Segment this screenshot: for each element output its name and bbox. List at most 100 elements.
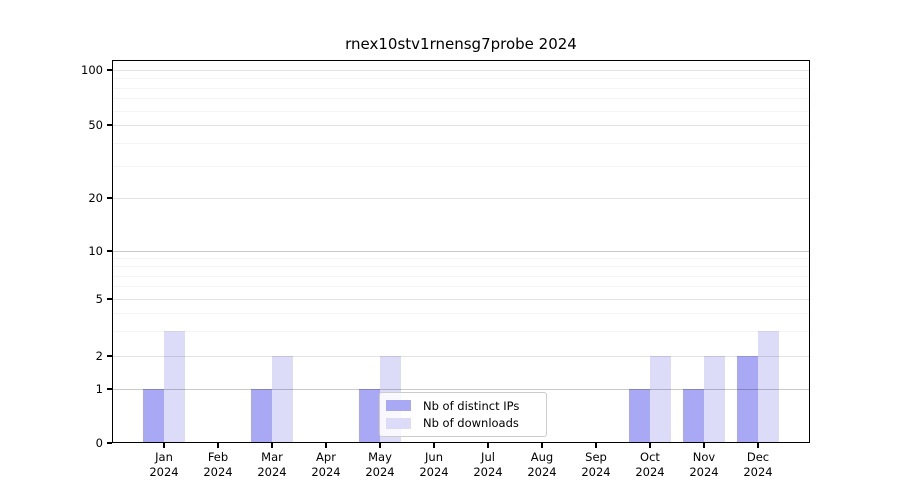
gridline-y-minor-8 [112, 266, 810, 268]
bar-downloads-oct [650, 356, 671, 443]
legend-swatch-distinct-ips [386, 400, 411, 412]
gridline-y-minor-30 [112, 165, 810, 167]
x-tick-year: 2024 [581, 465, 611, 479]
x-tick-month: Mar [261, 450, 283, 464]
gridline-y-minor-80 [112, 87, 810, 89]
x-tick-year: 2024 [743, 465, 773, 479]
gridline-y-minor-60 [112, 110, 810, 112]
x-tick-year: 2024 [311, 465, 341, 479]
x-tick-year: 2024 [149, 465, 179, 479]
y-tick-mark-10 [107, 250, 112, 252]
x-tick-month: Jan [155, 450, 173, 464]
legend-label-downloads: Nb of downloads [423, 416, 519, 431]
gridline-y-minor-7 [112, 275, 810, 277]
x-tick-label-feb: Feb 2024 [183, 450, 253, 480]
y-tick-label-10: 10 [88, 244, 103, 258]
y-tick-mark-5 [107, 298, 112, 300]
y-tick-label-20: 20 [88, 191, 103, 205]
x-tick-label-jun: Jun 2024 [399, 450, 469, 480]
x-tick-month: Apr [316, 450, 336, 464]
x-tick-mark-feb [217, 443, 219, 448]
x-tick-mark-jun [433, 443, 435, 448]
x-tick-year: 2024 [635, 465, 665, 479]
x-tick-year: 2024 [473, 465, 503, 479]
x-tick-mark-nov [703, 443, 705, 448]
bar-downloads-dec [758, 330, 779, 443]
gridline-y-1 [112, 389, 810, 390]
x-tick-mark-apr [325, 443, 327, 448]
x-tick-label-nov: Nov 2024 [669, 450, 739, 480]
bar-downloads-mar [272, 356, 293, 443]
x-tick-label-aug: Aug 2024 [507, 450, 577, 480]
y-tick-mark-50 [107, 124, 112, 126]
x-tick-month: Jun [425, 450, 443, 464]
y-tick-mark-1 [107, 388, 112, 390]
x-tick-month: Nov [692, 450, 716, 464]
x-tick-label-sep: Sep 2024 [561, 450, 631, 480]
gridline-y-minor-3 [112, 330, 810, 332]
gridline-y-100 [112, 70, 810, 71]
gridline-y-20 [112, 198, 810, 199]
x-tick-label-mar: Mar 2024 [237, 450, 307, 480]
gridline-y-minor-40 [112, 142, 810, 144]
x-tick-month: Jul [481, 450, 495, 464]
x-tick-year: 2024 [365, 465, 395, 479]
y-tick-label-1: 1 [95, 382, 103, 396]
gridline-y-minor-4 [112, 312, 810, 314]
bar-downloads-jan [164, 330, 185, 443]
x-tick-mark-aug [541, 443, 543, 448]
x-tick-label-may: May 2024 [345, 450, 415, 480]
gridline-y-minor-9 [112, 258, 810, 260]
x-tick-month: Sep [585, 450, 607, 464]
bar-distinct-ips-jan [143, 389, 164, 443]
x-tick-label-apr: Apr 2024 [291, 450, 361, 480]
bar-distinct-ips-oct [629, 389, 650, 443]
x-tick-mark-jul [487, 443, 489, 448]
gridline-y-50 [112, 125, 810, 126]
y-tick-label-2: 2 [95, 349, 103, 363]
y-tick-mark-0 [107, 442, 112, 444]
bar-distinct-ips-may [359, 389, 380, 443]
y-tick-label-5: 5 [95, 292, 103, 306]
x-tick-label-jan: Jan 2024 [129, 450, 199, 480]
y-tick-mark-20 [107, 197, 112, 199]
x-tick-year: 2024 [527, 465, 557, 479]
x-tick-month: Dec [746, 450, 770, 464]
x-tick-month: Oct [640, 450, 660, 464]
x-tick-month: Aug [530, 450, 554, 464]
x-tick-label-oct: Oct 2024 [615, 450, 685, 480]
y-tick-label-100: 100 [81, 63, 103, 77]
bar-distinct-ips-mar [251, 389, 272, 443]
gridline-y-5 [112, 299, 810, 300]
y-tick-mark-2 [107, 355, 112, 357]
x-tick-year: 2024 [203, 465, 233, 479]
gridline-y-10 [112, 251, 810, 252]
x-tick-mark-sep [595, 443, 597, 448]
x-tick-mark-may [379, 443, 381, 448]
gridline-y-minor-90 [112, 78, 810, 80]
x-tick-mark-oct [649, 443, 651, 448]
bar-distinct-ips-dec [737, 356, 758, 443]
x-tick-year: 2024 [689, 465, 719, 479]
legend-label-distinct-ips: Nb of distinct IPs [423, 398, 520, 413]
x-tick-label-dec: Dec 2024 [723, 450, 793, 480]
chart-title: rnex10stv1rnensg7probe 2024 [345, 35, 577, 53]
x-tick-mark-dec [757, 443, 759, 448]
legend-swatch-downloads [386, 417, 411, 429]
gridline-y-minor-6 [112, 286, 810, 288]
gridline-y-minor-70 [112, 98, 810, 100]
x-tick-month: Feb [207, 450, 229, 464]
bar-downloads-nov [704, 356, 725, 443]
x-tick-mark-mar [271, 443, 273, 448]
x-tick-month: May [368, 450, 392, 464]
y-tick-label-50: 50 [88, 118, 103, 132]
x-tick-year: 2024 [257, 465, 287, 479]
bar-distinct-ips-nov [683, 389, 704, 443]
legend: Nb of distinct IPs Nb of downloads [379, 392, 547, 437]
y-tick-label-0: 0 [95, 436, 103, 450]
legend-item-downloads: Nb of downloads [386, 415, 540, 433]
x-tick-mark-jan [163, 443, 165, 448]
